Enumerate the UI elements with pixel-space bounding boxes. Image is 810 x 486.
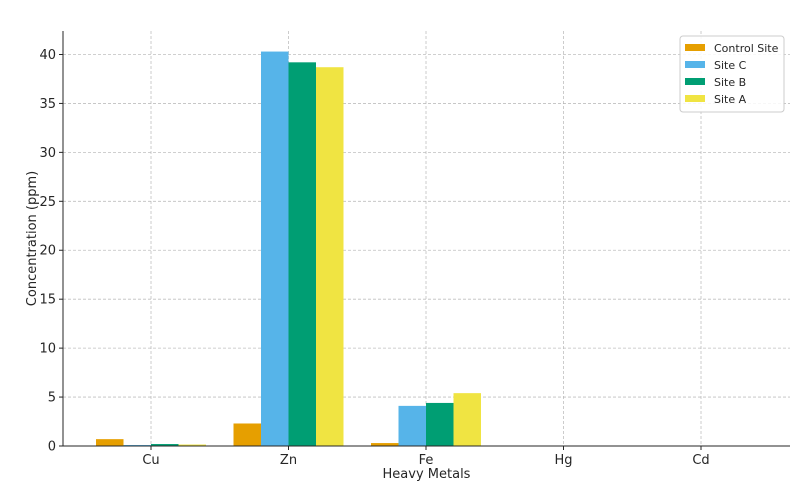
y-tick-label: 0 (48, 440, 56, 455)
legend-label: Site A (714, 93, 747, 106)
legend-box (679, 35, 785, 113)
y-tick-label: 40 (39, 48, 56, 63)
bar (426, 402, 454, 446)
axes (59, 31, 790, 450)
bar (316, 67, 344, 446)
x-axis-title: Heavy Metals (383, 467, 471, 482)
y-tick-label: 15 (39, 293, 56, 308)
bar (288, 62, 316, 447)
bar (453, 393, 481, 446)
x-tick-label: Cu (142, 453, 159, 468)
y-axis-title: Concentration (ppm) (25, 171, 40, 306)
legend-swatch (685, 95, 705, 102)
y-tick-label: 5 (48, 391, 56, 406)
bars (96, 51, 756, 447)
bar (96, 439, 124, 446)
legend-label: Site B (714, 76, 746, 89)
y-tick-label: 30 (39, 146, 56, 161)
legend-swatch (685, 78, 705, 85)
tick-labels: 0 5 10 15 20 25 30 35 40 Cu Zn Fe Hg Cd (39, 48, 709, 468)
x-tick-label: Hg (554, 453, 572, 468)
legend-swatch (685, 44, 705, 51)
y-tick-label: 20 (39, 244, 56, 259)
bar (398, 405, 426, 446)
legend-label: Site C (714, 59, 747, 72)
legend: Control Site Site C Site B Site A (679, 35, 785, 113)
grid (63, 31, 790, 447)
x-tick-label: Cd (692, 453, 709, 468)
bar (178, 444, 206, 446)
y-tick-label: 35 (39, 97, 56, 112)
bar (261, 51, 289, 446)
legend-swatch (685, 61, 705, 68)
bar (233, 423, 261, 446)
y-tick-label: 25 (39, 195, 56, 210)
x-tick-label: Fe (419, 453, 434, 468)
y-tick-label: 10 (39, 342, 56, 357)
bar (371, 443, 399, 446)
legend-label: Control Site (714, 42, 779, 55)
bar (151, 444, 179, 446)
x-tick-label: Zn (280, 453, 297, 468)
